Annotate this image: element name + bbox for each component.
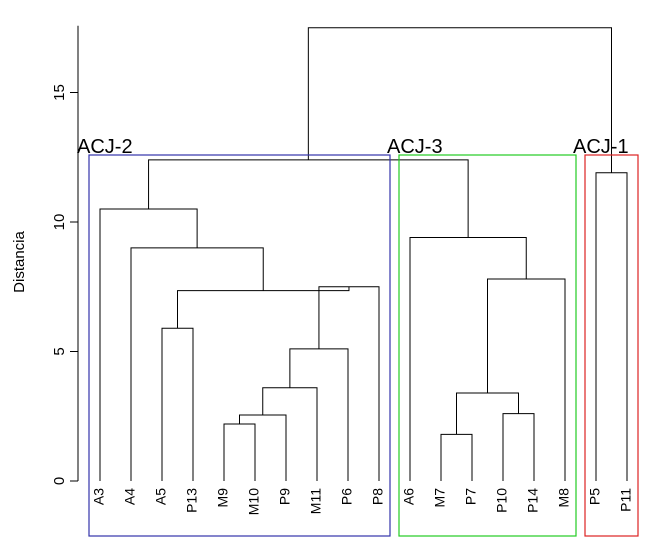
cluster-boxes: ACJ-2 ACJ-3 ACJ-1 [77, 136, 639, 537]
leaf-label: P5 [587, 488, 603, 505]
leaf-label: M11 [308, 488, 324, 514]
dendrogram-link [148, 159, 469, 238]
dendrogram-link [318, 286, 380, 481]
dendrogram-link [177, 286, 350, 329]
leaf-label: P9 [277, 488, 293, 505]
dendrogram-link [409, 237, 527, 481]
leaf-label: A6 [401, 488, 417, 505]
leaf-label: A4 [122, 488, 138, 505]
cluster-label: ACJ-1 [573, 136, 629, 158]
dendrogram-link [161, 327, 194, 481]
dendrogram-link [487, 278, 566, 481]
leaf-label: M7 [432, 488, 448, 508]
leaf-label: P7 [463, 488, 479, 505]
leaf-label: P8 [370, 488, 386, 505]
leaf-labels: A3 A4 A5 P13 M9 M10 P9 M11 P6 P8 A6 M7 P7 P10 P14 M8 P5 P… [91, 488, 634, 515]
y-tick-label: 10 [51, 214, 68, 231]
dendrogram-link [239, 414, 287, 481]
cluster-label: ACJ-3 [387, 136, 443, 158]
dendrogram-link [307, 27, 612, 173]
leaf-label: P10 [494, 488, 510, 513]
leaf-label: M8 [556, 488, 572, 508]
dendrogram-links [99, 27, 628, 481]
dendrogram-link [223, 423, 256, 481]
dendrogram-link [289, 348, 349, 481]
y-axis: 0 5 10 15 [51, 25, 79, 485]
y-tick-label: 5 [51, 347, 68, 355]
leaf-label: M10 [246, 488, 262, 515]
y-axis-label: Distancia [11, 231, 28, 293]
y-tick-label: 15 [51, 84, 68, 101]
dendrogram-link [595, 172, 628, 481]
dendrogram-link [502, 413, 535, 481]
leaf-label: P11 [618, 488, 634, 512]
dendrogram-link [99, 208, 198, 481]
cluster-box [584, 154, 639, 537]
leaf-label: P6 [339, 488, 355, 505]
cluster-label: ACJ-2 [77, 136, 133, 158]
cluster-box [398, 154, 577, 537]
dendrogram-link [440, 433, 473, 481]
cluster-box [88, 154, 391, 537]
leaf-label: A3 [91, 488, 107, 505]
y-tick-label: 0 [51, 477, 68, 485]
dendrogram-link [262, 387, 318, 481]
dendrogram-link [130, 247, 264, 481]
leaf-label: P14 [525, 488, 541, 513]
leaf-label: M9 [215, 488, 231, 508]
leaf-label: P13 [184, 488, 200, 513]
leaf-label: A5 [153, 488, 169, 505]
